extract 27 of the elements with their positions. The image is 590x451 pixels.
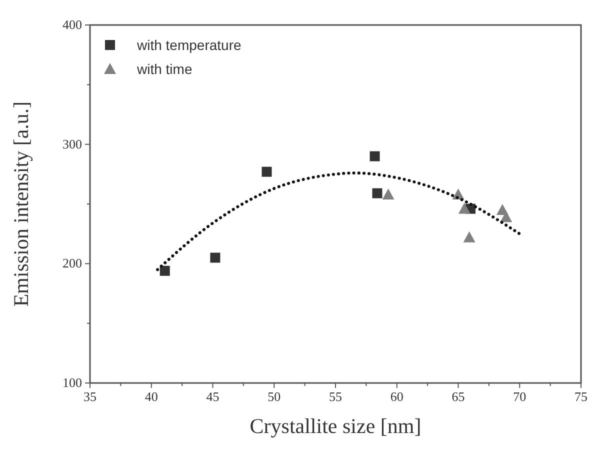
point [500,211,512,222]
point [160,266,170,276]
point [370,151,380,162]
x-tick-label: 60 [390,389,404,404]
x-tick-label: 55 [329,389,342,404]
y-axis-title: Emission intensity [a.u.] [9,101,33,307]
x-tick-label: 65 [452,389,465,404]
legend-label: with time [136,61,192,77]
x-tick-label: 75 [574,389,588,404]
x-tick-label: 50 [268,389,281,404]
y-tick-label: 100 [62,375,82,390]
y-tick-label: 300 [62,136,82,152]
y-tick-label: 400 [62,17,82,32]
point [372,188,382,198]
x-tick-label: 45 [206,389,220,404]
x-tick-label: 70 [513,389,526,404]
legend-label: with temperature [136,37,242,53]
point [210,252,220,263]
x-axis-title: Crystallite size [nm] [250,414,422,438]
point [463,231,476,242]
y-tick-label: 200 [62,256,82,271]
x-tick-label: 35 [84,389,96,404]
point [262,166,272,177]
point [458,202,470,214]
x-tick-label: 40 [144,389,158,404]
point [382,188,394,200]
line-series [156,171,522,272]
